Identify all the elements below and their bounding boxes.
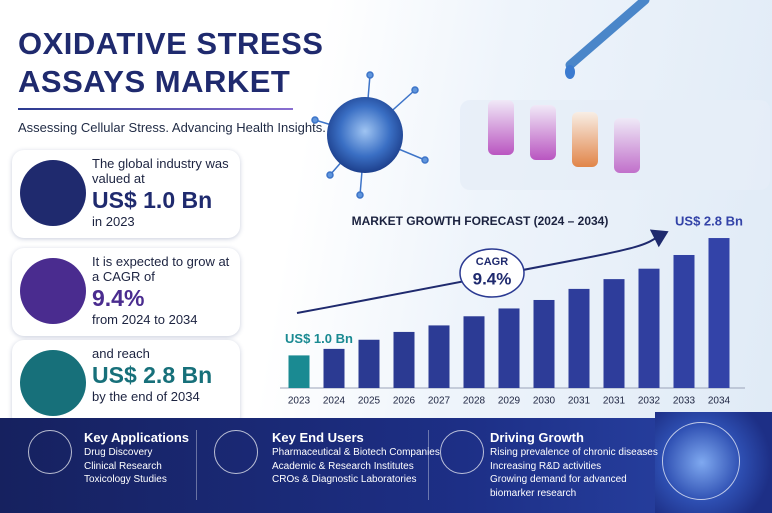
x-tick-label: 2025 (358, 396, 381, 407)
footer-item: CROs & Diagnostic Laboratories (272, 474, 417, 485)
bar (323, 348, 345, 388)
footer-title: Key End Users (272, 430, 364, 445)
stat-card: The global industry was valued at US$ 1.0 … (12, 150, 240, 238)
separator (428, 430, 429, 500)
footer-item: Rising prevalence of chronic diseases (490, 447, 658, 458)
x-tick-label: 2029 (498, 396, 521, 407)
x-tick-label: 2030 (533, 396, 556, 407)
separator (196, 430, 197, 500)
chart-title: MARKET GROWTH FORECAST (2024 – 2034) (352, 214, 609, 228)
card-line: It is expected to grow at (92, 254, 230, 269)
cagr-value: 9.4% (473, 269, 512, 288)
dna-icon (662, 422, 740, 500)
microscope-icon (214, 430, 258, 474)
footer-column: Key End Users Pharmaceutical & Biotech Co… (272, 430, 440, 487)
footer-title: Driving Growth (490, 430, 584, 445)
cagr-label: CAGR (476, 256, 508, 268)
bar (708, 238, 730, 388)
bar (393, 331, 415, 388)
title-rule (18, 108, 293, 110)
bar (603, 279, 625, 388)
x-tick-label: 2023 (288, 396, 311, 407)
card-line: a CAGR of (92, 269, 155, 284)
footer-item: Growing demand for advanced (490, 474, 627, 485)
x-tick-label: 2031 (603, 396, 626, 407)
value-label: US$ 2.8 Bn (675, 213, 743, 228)
card-footer: by the end of 2034 (92, 389, 200, 404)
card-text: The global industry was valued at US$ 1.0 … (92, 156, 242, 229)
card-icon (20, 160, 86, 226)
bar (638, 268, 660, 388)
shield-icon (28, 430, 72, 474)
card-footer: from 2024 to 2034 (92, 312, 198, 327)
x-tick-label: 2033 (673, 396, 696, 407)
title-line: ASSAYS MARKET (18, 64, 291, 99)
bar (428, 325, 450, 388)
footer: Key Applications Drug Discovery Clinical R… (0, 412, 772, 513)
cagr-badge (459, 248, 525, 298)
x-tick-label: 2028 (463, 396, 486, 407)
value-label: US$ 1.0 Bn (285, 331, 353, 346)
card-highlight: 9.4% (92, 285, 145, 311)
checklist-icon (440, 430, 484, 474)
bar (288, 355, 310, 388)
footer-title: Key Applications (84, 430, 189, 445)
card-line: valued at (92, 171, 145, 186)
card-text: It is expected to grow at a CAGR of 9.4% fr… (92, 254, 242, 327)
card-icon (20, 258, 86, 324)
bar (463, 316, 485, 388)
bar-chart: MARKET GROWTH FORECAST (2024 – 2034) CAG… (280, 213, 745, 407)
footer-item: Drug Discovery (84, 447, 153, 458)
footer-item: Pharmaceutical & Biotech Companies (272, 447, 440, 458)
x-tick-label: 2027 (428, 396, 451, 407)
x-tick-label: 2032 (638, 396, 661, 407)
bar (533, 299, 555, 388)
x-tick-label: 2024 (323, 396, 346, 407)
card-highlight: US$ 1.0 Bn (92, 187, 213, 213)
footer-item: biomarker research (490, 487, 577, 499)
stat-card: and reach US$ 2.8 Bn by the end of 2034 (12, 340, 240, 428)
card-line: and reach (92, 346, 150, 361)
footer-item: Academic & Research Institutes (272, 460, 414, 472)
bar (673, 254, 695, 388)
x-tick-label: 2026 (393, 396, 416, 407)
x-tick-label: 2034 (708, 396, 731, 407)
footer-item: Clinical Research (84, 460, 162, 472)
bar (498, 308, 520, 388)
card-footer: in 2023 (92, 214, 135, 229)
footer-item: Toxicology Studies (84, 474, 167, 485)
stat-card: It is expected to grow at a CAGR of 9.4% fr… (12, 248, 240, 336)
lab-illustration (311, 0, 770, 199)
card-line: The global industry was (92, 156, 229, 171)
growth-arrow (296, 229, 669, 314)
card-icon (20, 350, 86, 416)
card-text: and reach US$ 2.8 Bn by the end of 2034 (92, 346, 242, 404)
bar (568, 288, 590, 388)
footer-item: Increasing R&D activities (490, 460, 602, 472)
x-tick-label: 2031 (568, 396, 591, 407)
footer-column: Driving Growth Rising prevalence of chron… (490, 430, 658, 500)
title-line: OXIDATIVE STRESS (18, 26, 324, 61)
subtitle: Assessing Cellular Stress. Advancing Hea… (18, 120, 326, 135)
footer-column: Key Applications Drug Discovery Clinical R… (84, 430, 189, 487)
bar (358, 339, 380, 388)
card-highlight: US$ 2.8 Bn (92, 362, 213, 388)
